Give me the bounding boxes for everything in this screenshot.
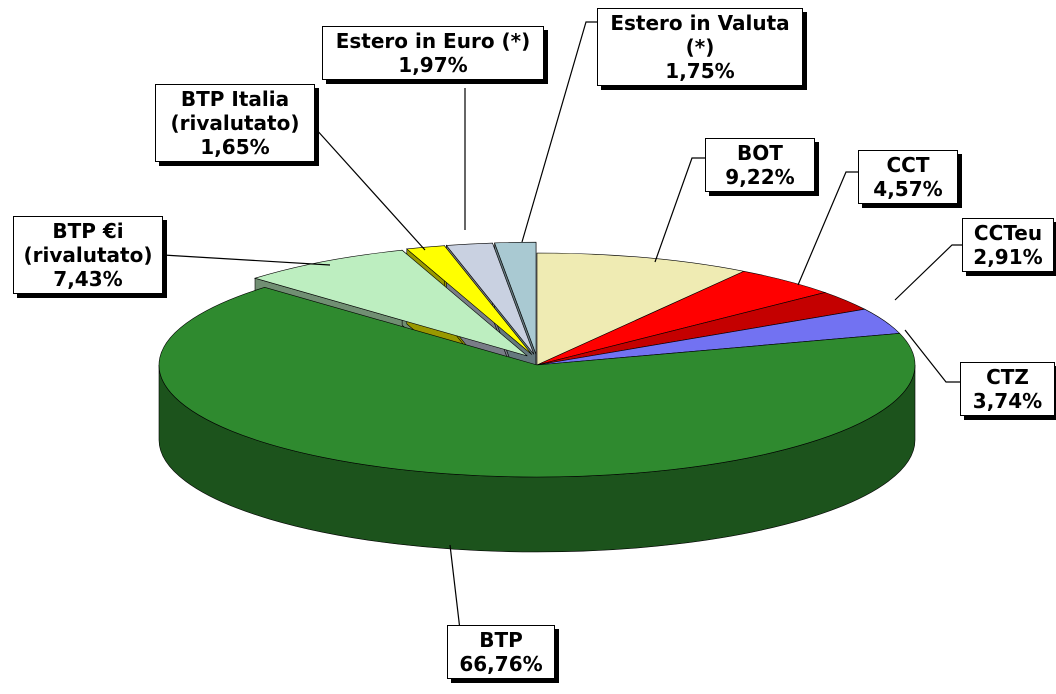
data-label: BOT 9,22% [705, 138, 815, 192]
category-label: BTP [479, 628, 523, 652]
slice [253, 249, 528, 357]
value-label: 3,74% [972, 389, 1043, 413]
value-label: 1,97% [398, 53, 468, 77]
value-label: 9,22% [725, 165, 795, 189]
value-label: 66,76% [459, 652, 543, 676]
leader-line [797, 171, 858, 286]
leader-line [162, 254, 331, 266]
data-label: BTP Italia (rivalutato) 1,65% [155, 84, 315, 162]
value-label: 1,75% [665, 59, 735, 83]
slice [536, 252, 745, 366]
leader-line [894, 244, 962, 301]
leader-line [904, 329, 960, 383]
data-label: Estero in Valuta (*) 1,75% [597, 8, 803, 86]
category-label: BTP Italia (rivalutato) [170, 87, 300, 135]
data-label: CCTeu 2,91% [962, 218, 1054, 272]
category-label: Estero in Valuta (*) [610, 11, 790, 59]
slice [406, 245, 533, 355]
category-label: BOT [737, 141, 783, 165]
data-label: BTP 66,76% [447, 625, 555, 679]
value-label: 2,91% [973, 245, 1043, 269]
value-label: 7,43% [53, 267, 123, 291]
data-label: Estero in Euro (*) 1,97% [322, 26, 544, 80]
data-label: CTZ 3,74% [960, 362, 1055, 416]
slice [445, 242, 535, 355]
value-label: 1,65% [200, 135, 270, 159]
data-label: CCT 4,57% [858, 150, 958, 204]
category-label: CCT [886, 153, 930, 177]
leaders [162, 21, 962, 631]
leader-line [449, 544, 461, 631]
slice [494, 241, 537, 355]
leader-line [654, 157, 705, 263]
leader-line [314, 127, 426, 251]
pie [158, 241, 916, 553]
leader-line [521, 21, 598, 243]
category-label: BTP €i (rivalutato) [23, 219, 153, 267]
data-label: BTP €i (rivalutato) 7,43% [13, 216, 163, 294]
slice [158, 286, 916, 478]
category-label: Estero in Euro (*) [335, 29, 531, 53]
value-label: 4,57% [873, 177, 943, 201]
slice-tops [158, 241, 916, 478]
category-label: CCTeu [973, 221, 1043, 245]
category-label: CTZ [986, 365, 1029, 389]
